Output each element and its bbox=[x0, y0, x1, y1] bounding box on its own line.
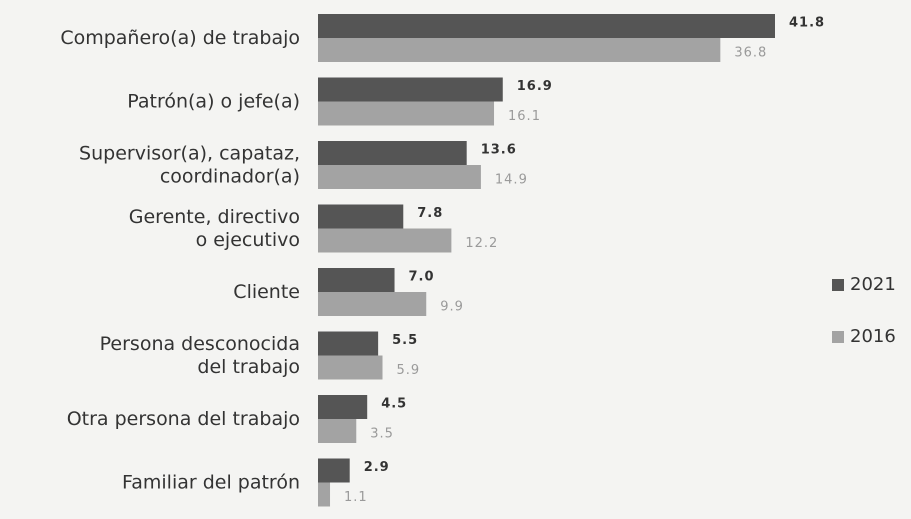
category-label: Patrón(a) o jefe(a) bbox=[127, 90, 300, 112]
category-line: o ejecutivo bbox=[196, 229, 300, 251]
bar bbox=[318, 14, 775, 38]
bar bbox=[318, 355, 383, 380]
bar bbox=[318, 101, 495, 126]
bar bbox=[318, 331, 379, 356]
bar bbox=[318, 395, 368, 419]
value-label: 5.9 bbox=[397, 363, 421, 378]
bar bbox=[318, 292, 427, 316]
value-label: 7.8 bbox=[417, 206, 443, 221]
value-label: 7.0 bbox=[409, 270, 435, 285]
value-label: 14.9 bbox=[495, 173, 528, 188]
bar bbox=[318, 482, 331, 507]
category-line: coordinador(a) bbox=[160, 165, 300, 187]
category-line: Cliente bbox=[233, 281, 300, 303]
value-label: 9.9 bbox=[440, 300, 464, 315]
bar bbox=[318, 165, 481, 189]
category-label: Compañero(a) de trabajo bbox=[60, 27, 300, 49]
value-label: 16.1 bbox=[508, 109, 541, 124]
category-label: Otra persona del trabajo bbox=[67, 408, 300, 430]
bar bbox=[318, 419, 357, 443]
value-label: 12.2 bbox=[465, 236, 498, 251]
value-label: 3.5 bbox=[370, 427, 394, 442]
bar bbox=[318, 77, 503, 102]
value-label: 4.5 bbox=[381, 397, 407, 412]
legend-label: 2021 bbox=[850, 274, 896, 295]
category-line: Compañero(a) de trabajo bbox=[60, 27, 300, 49]
value-label: 36.8 bbox=[734, 46, 767, 61]
category-label: Gerente, directivo o ejecutivo bbox=[129, 206, 300, 251]
bar bbox=[318, 228, 452, 253]
category-label: Cliente bbox=[233, 281, 300, 303]
value-label: 41.8 bbox=[789, 16, 825, 31]
value-label: 5.5 bbox=[392, 333, 418, 348]
category-line: Familiar del patrón bbox=[122, 471, 300, 493]
bar bbox=[318, 141, 467, 165]
category-label: Familiar del patrón bbox=[122, 471, 300, 493]
legend-swatch bbox=[832, 331, 844, 343]
category-label: Persona desconocida del trabajo bbox=[100, 333, 300, 378]
bar bbox=[318, 458, 350, 483]
category-line: Supervisor(a), capataz, bbox=[79, 142, 300, 164]
category-line: del trabajo bbox=[197, 356, 300, 378]
bar bbox=[318, 204, 404, 229]
value-label: 2.9 bbox=[364, 460, 390, 475]
legend-swatch bbox=[832, 279, 844, 291]
category-line: Otra persona del trabajo bbox=[67, 408, 300, 430]
category-label: Supervisor(a), capataz, coordinador(a) bbox=[79, 142, 300, 187]
category-line: Gerente, directivo bbox=[129, 206, 300, 228]
category-line: Persona desconocida bbox=[100, 333, 300, 355]
category-line: Patrón(a) o jefe(a) bbox=[127, 90, 300, 112]
legend-label: 2016 bbox=[850, 326, 896, 347]
bar bbox=[318, 268, 395, 292]
value-label: 1.1 bbox=[344, 490, 368, 505]
value-label: 16.9 bbox=[517, 79, 553, 94]
bar bbox=[318, 38, 721, 62]
value-label: 13.6 bbox=[481, 143, 517, 158]
